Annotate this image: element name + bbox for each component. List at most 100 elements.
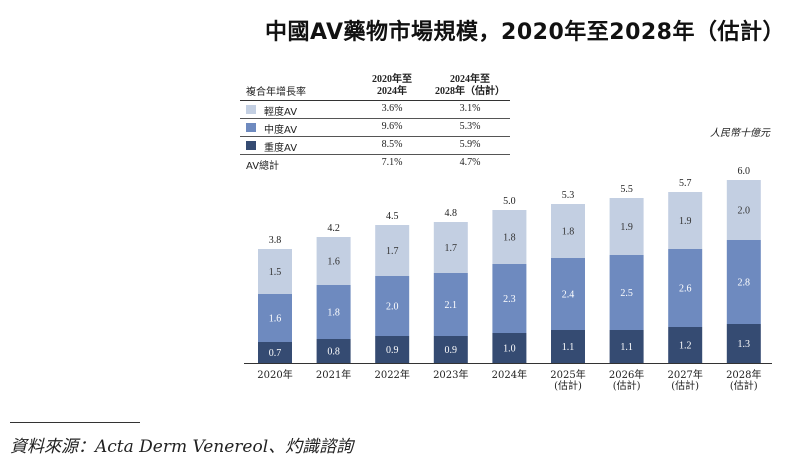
cagr-row-moderate: 中度AV 9.6% 5.3% bbox=[240, 119, 510, 137]
x-tick-label: (估計) bbox=[613, 379, 641, 392]
data-label-severe: 1.1 bbox=[562, 342, 575, 353]
data-label-severe: 0.8 bbox=[327, 347, 340, 358]
data-label-severe: 0.9 bbox=[386, 345, 399, 356]
data-label-severe: 0.9 bbox=[445, 345, 458, 356]
cagr-header-period-1-line-2: 2024年 bbox=[377, 86, 407, 97]
bar-segment-severe bbox=[258, 342, 292, 363]
bar-segment-severe bbox=[609, 330, 644, 363]
total-label: 5.3 bbox=[562, 190, 575, 201]
data-label-moderate: 2.0 bbox=[386, 302, 399, 313]
bar-segment-moderate bbox=[551, 258, 585, 330]
cagr-value: 5.3% bbox=[459, 121, 481, 132]
cagr-value: 8.5% bbox=[381, 139, 403, 150]
total-label: 3.8 bbox=[269, 235, 282, 246]
data-label-moderate: 2.8 bbox=[738, 278, 751, 289]
bar-segment-severe bbox=[433, 336, 468, 363]
bar-segment-mild bbox=[316, 237, 351, 285]
bar-segment-mild bbox=[375, 225, 410, 276]
data-label-mild: 1.7 bbox=[386, 246, 399, 257]
data-label-severe: 1.0 bbox=[503, 344, 516, 355]
data-label-severe: 0.7 bbox=[269, 348, 282, 359]
cagr-header-period-2-line-1: 2024年至 bbox=[450, 74, 490, 85]
cagr-table: 複合年增長率 2020年至 2024年 2024年至 2028年（估計） 輕度A… bbox=[240, 72, 510, 172]
data-label-moderate: 2.5 bbox=[620, 288, 633, 299]
total-label: 5.0 bbox=[503, 196, 516, 207]
bar-segment-mild bbox=[668, 192, 703, 249]
cagr-value: 3.1% bbox=[459, 103, 481, 114]
bar-segment-moderate bbox=[433, 273, 468, 336]
cagr-row-total: AV總計 7.1% 4.7% bbox=[240, 155, 510, 172]
data-label-mild: 2.0 bbox=[738, 206, 751, 217]
cagr-table-header: 複合年增長率 2020年至 2024年 2024年至 2028年（估計） bbox=[240, 72, 510, 101]
bar-segment-mild bbox=[433, 222, 468, 273]
total-label: 4.8 bbox=[445, 208, 458, 219]
legend-swatch-moderate bbox=[246, 123, 256, 132]
data-label-moderate: 1.6 bbox=[269, 314, 282, 325]
bar-segment-severe bbox=[375, 336, 410, 363]
bar-segment-severe bbox=[726, 324, 761, 363]
bar-segment-moderate bbox=[258, 294, 292, 342]
x-tick-label: 2021年 bbox=[316, 368, 351, 381]
cagr-header-period-1: 2020年至 2024年 bbox=[352, 74, 432, 98]
x-tick-label: 2020年 bbox=[257, 368, 292, 381]
legend-swatch-severe bbox=[246, 141, 256, 150]
total-label: 5.5 bbox=[620, 184, 633, 195]
bar-segment-severe bbox=[492, 333, 527, 363]
x-tick-label: (估計) bbox=[554, 379, 582, 392]
data-label-mild: 1.9 bbox=[679, 216, 692, 227]
cagr-value: 4.7% bbox=[459, 157, 481, 168]
bar-segment-moderate bbox=[609, 255, 644, 330]
bar-segment-moderate bbox=[668, 249, 703, 327]
source-divider bbox=[10, 422, 140, 423]
data-label-severe: 1.2 bbox=[679, 341, 692, 352]
total-label: 6.0 bbox=[738, 166, 751, 177]
cagr-value: 5.9% bbox=[459, 139, 481, 150]
bar-segment-severe bbox=[551, 330, 585, 363]
x-tick-label: (估計) bbox=[730, 379, 758, 392]
x-tick-label: 2028年 bbox=[726, 368, 761, 381]
data-label-severe: 1.3 bbox=[738, 339, 751, 350]
data-label-mild: 1.5 bbox=[269, 267, 282, 278]
cagr-header-period-1-line-1: 2020年至 bbox=[372, 74, 412, 85]
total-label: 4.5 bbox=[386, 211, 399, 222]
chart-title: 中國AV藥物市場規模，2020年至2028年（估計） bbox=[264, 20, 785, 45]
cagr-value: 9.6% bbox=[381, 121, 403, 132]
x-tick-label: 2023年 bbox=[433, 368, 468, 381]
data-label-moderate: 1.8 bbox=[327, 308, 340, 319]
x-tick-label: 2027年 bbox=[667, 368, 702, 381]
cagr-row-mild: 輕度AV 3.6% 3.1% bbox=[240, 101, 510, 119]
bar-segment-moderate bbox=[316, 285, 351, 339]
data-label-severe: 1.1 bbox=[620, 342, 633, 353]
data-label-mild: 1.8 bbox=[503, 233, 516, 244]
cagr-value: 7.1% bbox=[381, 157, 403, 168]
data-label-moderate: 2.3 bbox=[503, 294, 516, 305]
data-label-moderate: 2.1 bbox=[445, 300, 458, 311]
bar-segment-severe bbox=[316, 339, 351, 363]
bar-segment-mild bbox=[726, 180, 761, 240]
data-label-mild: 1.9 bbox=[620, 222, 633, 233]
cagr-header-label: 複合年增長率 bbox=[246, 87, 306, 98]
x-tick-label: 2022年 bbox=[374, 368, 409, 381]
x-tick-label: 2026年 bbox=[609, 368, 644, 381]
legend-swatch-mild bbox=[246, 105, 256, 114]
total-label: 4.2 bbox=[327, 223, 340, 234]
bar-segment-mild bbox=[551, 204, 585, 258]
x-tick-label: 2025年 bbox=[550, 368, 585, 381]
cagr-header-period-2: 2024年至 2028年（估計） bbox=[430, 74, 510, 98]
legend-label-mild: 輕度AV bbox=[264, 107, 298, 118]
cagr-header-period-2-line-2: 2028年（估計） bbox=[435, 86, 505, 97]
data-label-moderate: 2.4 bbox=[562, 290, 575, 301]
data-label-mild: 1.6 bbox=[327, 257, 340, 268]
legend-label-moderate: 中度AV bbox=[264, 125, 298, 136]
data-label-mild: 1.8 bbox=[562, 227, 575, 238]
total-label: 5.7 bbox=[679, 178, 692, 189]
cagr-row-severe: 重度AV 8.5% 5.9% bbox=[240, 137, 510, 155]
bar-segment-severe bbox=[668, 327, 703, 363]
unit-label: 人民幣十億元 bbox=[710, 128, 770, 139]
source-note: 資料來源：Acta Derm Venereol、灼識諮詢 bbox=[10, 437, 354, 457]
bar-segment-moderate bbox=[492, 264, 527, 333]
cagr-value: 3.6% bbox=[381, 103, 403, 114]
data-label-mild: 1.7 bbox=[445, 243, 458, 254]
bar-segment-moderate bbox=[726, 240, 761, 324]
